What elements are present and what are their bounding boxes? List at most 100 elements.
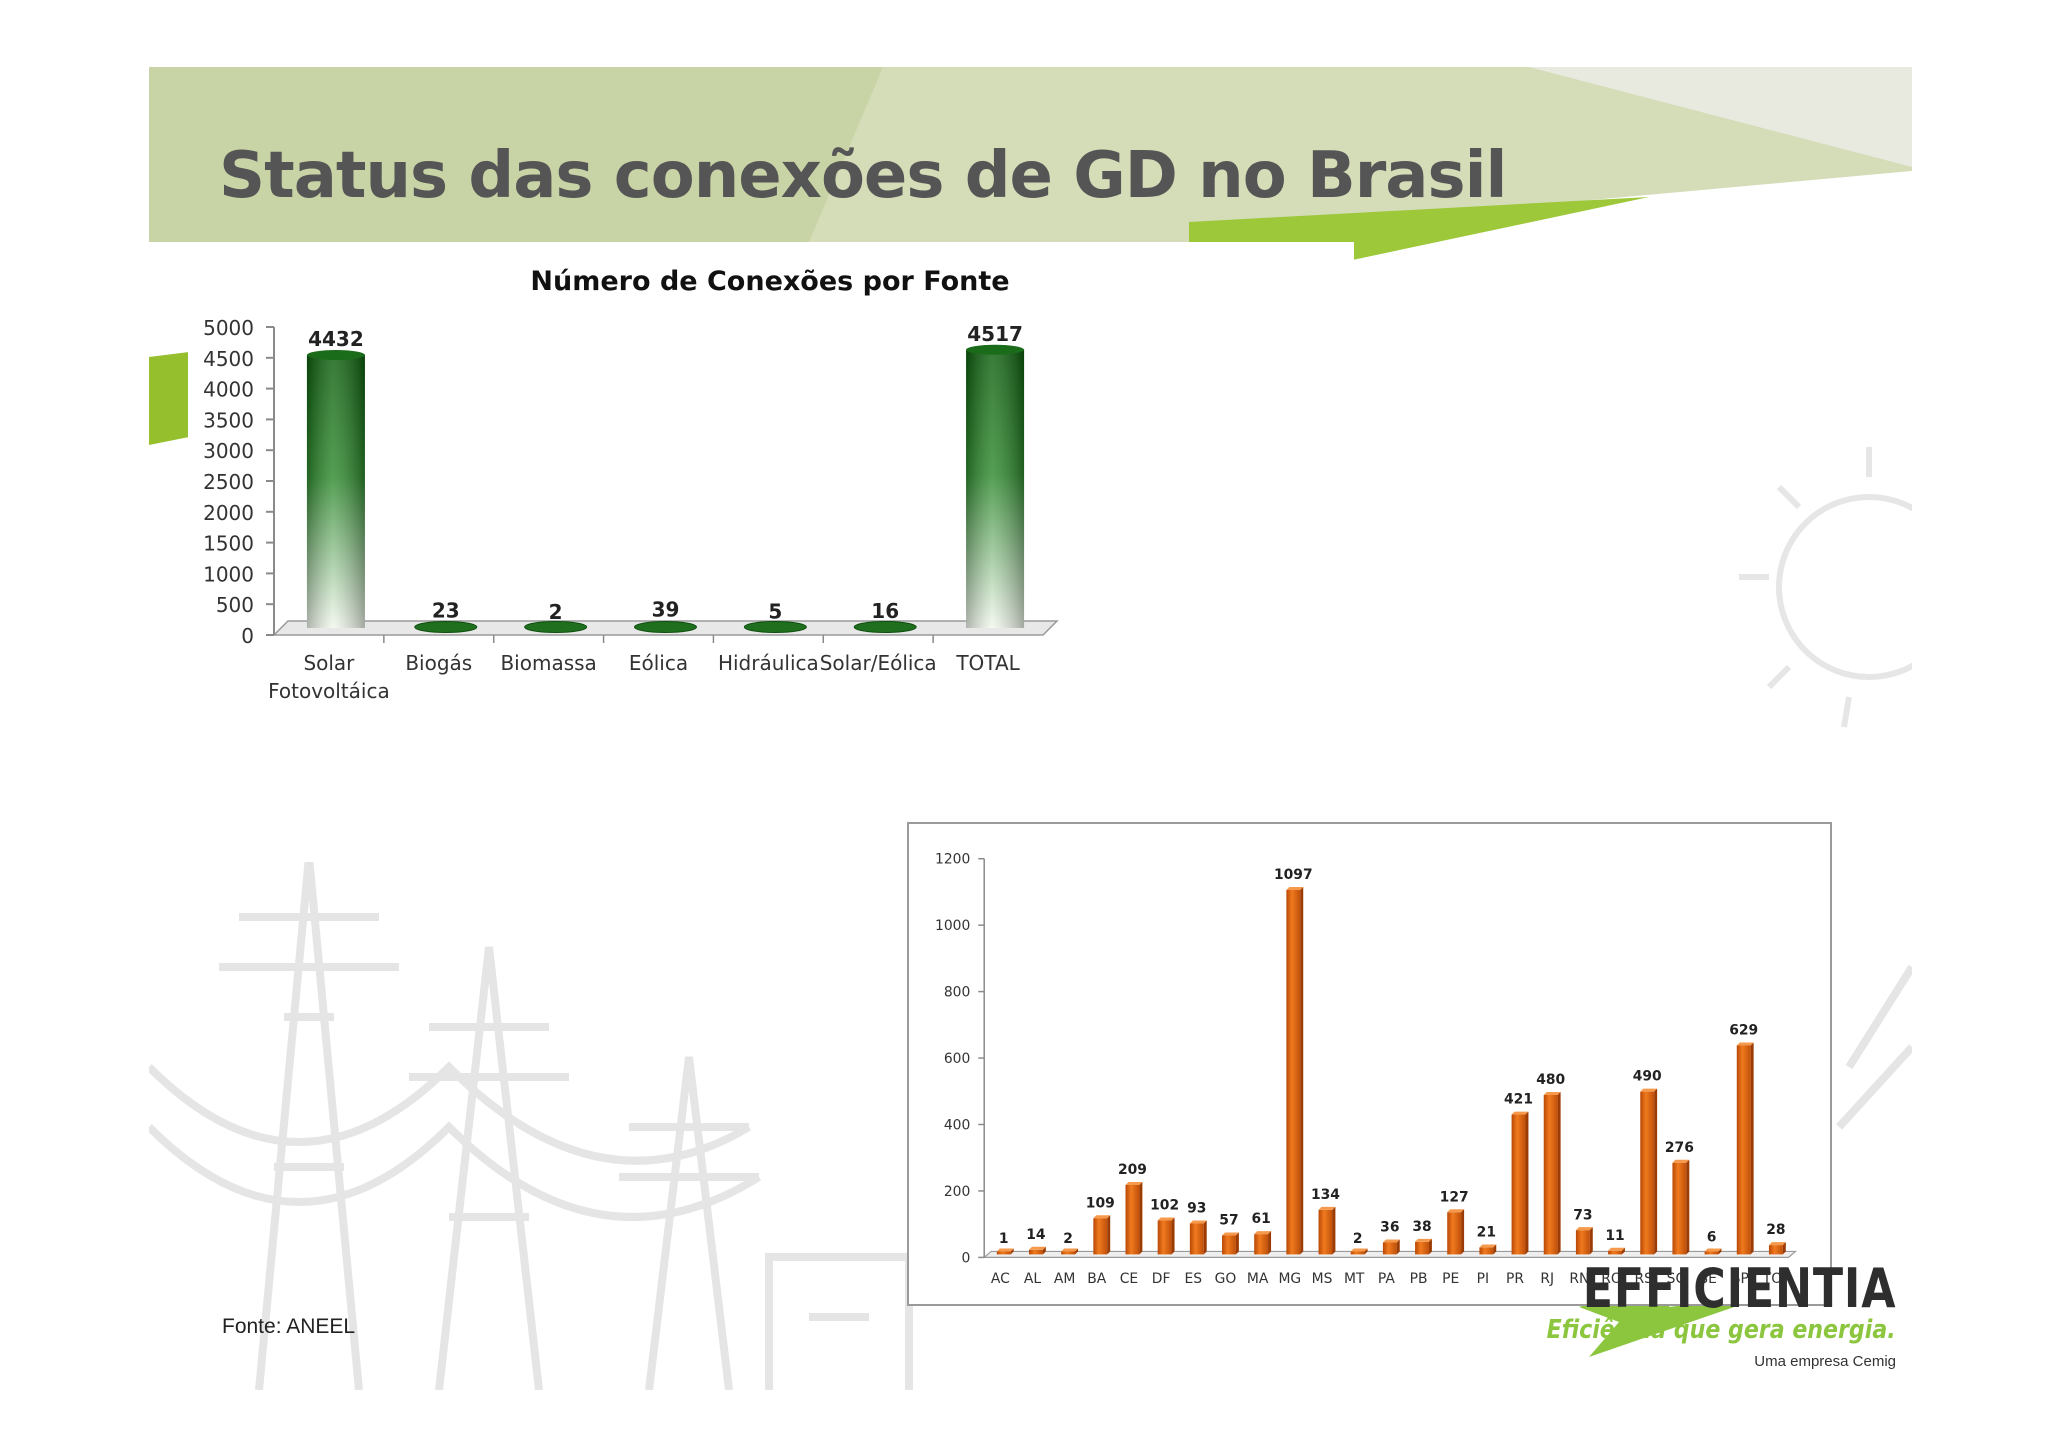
logo-tagline: Eficiência que gera energia.	[1546, 1315, 1896, 1345]
chart2-x-tick-label: SC	[1667, 1271, 1686, 1287]
chart2-bar	[996, 1248, 1014, 1255]
chart2-x-tick-label: PE	[1442, 1271, 1459, 1287]
chart2-x-tick-label: ES	[1185, 1271, 1203, 1287]
chart2-x-tick-label: AM	[1054, 1271, 1075, 1287]
chart2-bar	[1157, 1217, 1175, 1255]
chart1-y-tick-label: 500	[216, 593, 254, 617]
chart2-data-label: 14	[1026, 1227, 1046, 1243]
chart1-x-tick-label: TOTAL	[955, 651, 1020, 675]
chart1-y-tick-label: 2000	[203, 501, 254, 525]
chart2-bar	[1125, 1182, 1143, 1255]
chart2-x-tick-label: MS	[1312, 1271, 1333, 1287]
chart2-data-label: 480	[1536, 1072, 1565, 1088]
chart1-x-tick-label: Biomassa	[500, 651, 596, 675]
chart1-y-tick-label: 4500	[203, 347, 254, 371]
chart2-bar	[1447, 1209, 1465, 1255]
chart1-data-label: 5	[768, 600, 782, 624]
chart2-y-tick-label: 200	[944, 1184, 970, 1200]
chart2-x-tick-label: SP	[1732, 1271, 1749, 1287]
chart2-x-tick-label: CE	[1120, 1271, 1138, 1287]
chart2-bar	[1736, 1042, 1754, 1255]
chart2-data-label: 36	[1380, 1220, 1399, 1236]
chart2-x-tick-label: AL	[1024, 1271, 1041, 1287]
chart2-bar	[1028, 1246, 1046, 1255]
chart2-x-tick-label: RJ	[1540, 1271, 1554, 1287]
chart1-data-label: 16	[871, 599, 899, 623]
chart2-data-label: 21	[1477, 1225, 1496, 1241]
chart2-bar	[1189, 1220, 1207, 1255]
chart2-bar	[1511, 1111, 1529, 1255]
chart2-x-tick-label: MT	[1344, 1271, 1365, 1287]
header-fade	[1529, 67, 1912, 167]
chart2-bar	[1286, 886, 1304, 1255]
chart2-data-label: 109	[1086, 1195, 1115, 1211]
chart2-data-label: 276	[1665, 1140, 1694, 1156]
chart1-y-tick-label: 3500	[203, 408, 254, 432]
chart2-bar	[1479, 1244, 1497, 1255]
chart2-x-tick-label: GO	[1215, 1271, 1237, 1287]
chart-connections-by-source: Número de Conexões por Fonte 0 500 1000 150…	[188, 242, 1354, 862]
logo-subtitle: Uma empresa Cemig	[1754, 1353, 1896, 1370]
chart1-data-label: 23	[432, 599, 460, 623]
chart1-bar	[853, 621, 917, 633]
chart2-y-tick-label: 400	[944, 1117, 970, 1133]
chart2-bar	[1704, 1248, 1722, 1255]
chart1-y-tick-label: 1000	[203, 562, 254, 586]
chart2-x-tick-label: RN	[1569, 1271, 1589, 1287]
chart2-bar	[1382, 1239, 1400, 1255]
chart1-x-tick-label: Biogás	[405, 651, 472, 675]
chart1-title: Número de Conexões por Fonte	[530, 266, 1009, 297]
chart2-data-label: 2	[1063, 1231, 1073, 1247]
chart1-y-tick-label: 2500	[203, 470, 254, 494]
chart2-y-tick-label: 600	[944, 1051, 970, 1067]
chart-connections-by-state: 0 200 400 600 800 1000 1200 1 AC 14 AL 2 AM 109 BA 209…	[907, 822, 1832, 1306]
chart2-data-label: 629	[1729, 1023, 1758, 1039]
chart2-bar	[1543, 1091, 1561, 1255]
chart1-x-tick-label: Fotovoltáica	[268, 679, 390, 703]
chart2-x-tick-label: AC	[991, 1271, 1010, 1287]
chart2-x-tick-label: SE	[1699, 1271, 1717, 1287]
chart2-bar	[1061, 1248, 1079, 1255]
chart2-data-label: 1	[999, 1231, 1009, 1247]
sun-decoration	[1739, 447, 1912, 728]
chart2-data-label: 57	[1219, 1213, 1238, 1229]
efficientia-logo: EFFICIENTIA Eficiência que gera energia.…	[1547, 1257, 1904, 1387]
chart2-bar	[1318, 1206, 1336, 1255]
chart1-bar	[414, 621, 478, 633]
chart2-data-label: 102	[1150, 1198, 1179, 1214]
chart2-bar	[1093, 1215, 1111, 1255]
chart2-bar	[1350, 1248, 1368, 1255]
chart2-x-tick-label: DF	[1152, 1271, 1171, 1287]
chart2-bar	[1768, 1242, 1786, 1255]
chart2-bar	[1575, 1227, 1593, 1255]
chart2-x-tick-label: MA	[1247, 1271, 1269, 1287]
left-accent	[149, 352, 189, 445]
chart1-bar	[306, 349, 365, 628]
chart1-bar	[634, 621, 697, 633]
chart2-y-tick-label: 1000	[935, 918, 970, 934]
chart2-data-label: 93	[1187, 1201, 1206, 1217]
logo-wordmark: EFFICIENTIA	[1582, 1257, 1896, 1320]
chart1-x-tick-label: Solar/Eólica	[820, 651, 937, 675]
chart1-bar	[966, 344, 1025, 628]
chart1-x-tick-label: Eólica	[629, 651, 688, 675]
chart1-y-tick-label: 5000	[203, 316, 254, 340]
chart2-x-tick-label: RS	[1635, 1271, 1654, 1287]
chart2-data-label: 209	[1118, 1162, 1147, 1178]
chart2-data-label: 1097	[1274, 867, 1313, 883]
chart2-x-tick-label: PA	[1378, 1271, 1395, 1287]
chart2-data-label: 11	[1605, 1228, 1624, 1244]
chart2-data-label: 6	[1707, 1230, 1717, 1246]
chart1-y-tick-label: 1500	[203, 532, 254, 556]
chart2-bar	[1254, 1231, 1272, 1255]
chart1-x-tick-label: Hidráulica	[718, 651, 819, 675]
chart1-bar	[743, 621, 807, 633]
chart1-data-label: 2	[549, 600, 563, 624]
chart1-y-tick-label: 0	[241, 624, 254, 648]
chart2-x-tick-label: TO	[1762, 1271, 1782, 1287]
chart1-y-tick-label: 3000	[203, 439, 254, 463]
slide-title: Status das conexões de GD no Brasil	[219, 139, 1507, 213]
chart2-data-label: 421	[1504, 1092, 1533, 1108]
chart2-x-tick-label: PI	[1477, 1271, 1489, 1287]
chart2-x-tick-label: RO	[1601, 1271, 1622, 1287]
